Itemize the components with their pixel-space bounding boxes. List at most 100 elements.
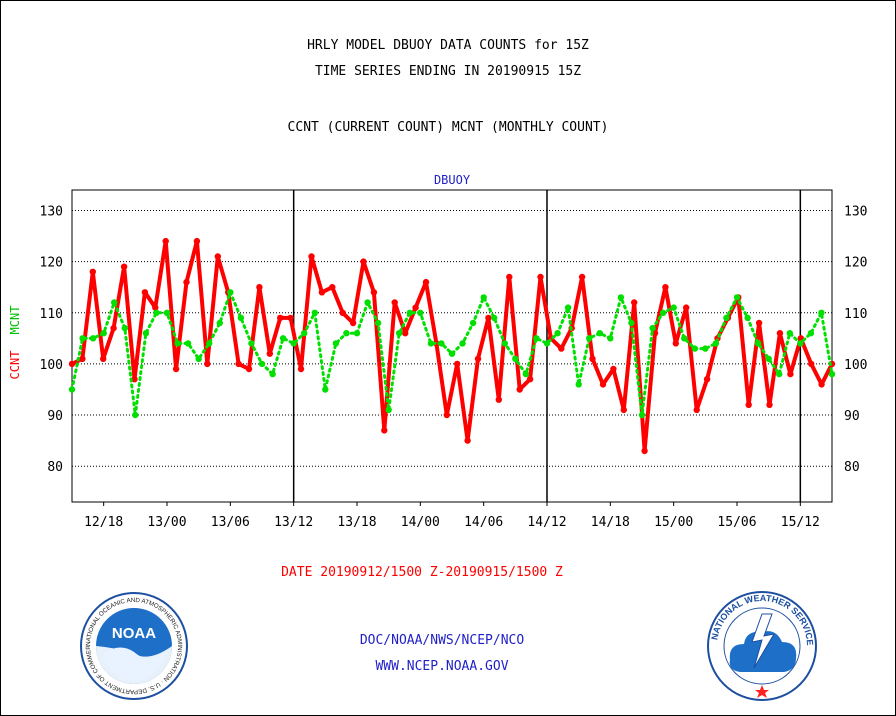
x-tick-label: 14/00: [401, 515, 440, 530]
data-point-ccnt-49: [578, 273, 586, 281]
data-point-ccnt-17: [245, 365, 253, 373]
data-point-ccnt-8: [152, 304, 159, 311]
axis-layer: 80 80 90 90 100 100 110 110 120 120 130 130 12/18 13/…: [40, 189, 867, 530]
data-point-mcnt-11: [184, 340, 192, 347]
data-point-mcnt-25: [332, 340, 340, 347]
data-point-mcnt-1: [79, 335, 86, 342]
data-point-ccnt-34: [422, 278, 430, 286]
data-point-mcnt-2: [89, 335, 97, 342]
data-point-ccnt-31: [391, 299, 398, 306]
data-point-ccnt-68: [776, 330, 784, 337]
data-point-mcnt-27: [353, 330, 361, 337]
credit-org: DOC/NOAA/NWS/NCEP/NCO: [359, 633, 525, 648]
data-point-ccnt-29: [370, 289, 378, 296]
data-point-ccnt-10: [172, 365, 180, 373]
data-point-ccnt-2: [89, 268, 97, 275]
data-point-mcnt-30: [385, 406, 392, 414]
data-point-ccnt-43: [516, 386, 523, 393]
data-point-ccnt-56: [651, 330, 659, 337]
data-point-mcnt-39: [480, 294, 487, 301]
data-point-mcnt-51: [607, 335, 614, 342]
data-point-ccnt-11: [183, 278, 190, 286]
data-point-mcnt-31: [396, 330, 403, 337]
data-point-ccnt-28: [360, 258, 367, 265]
data-point-mcnt-52: [617, 294, 625, 301]
data-point-ccnt-47: [558, 345, 565, 352]
data-point-mcnt-18: [258, 360, 266, 368]
data-point-mcnt-6: [132, 411, 139, 419]
data-point-ccnt-0: [68, 360, 76, 368]
data-point-mcnt-16: [237, 314, 245, 322]
data-point-mcnt-33: [417, 309, 424, 316]
y-tick-label-right: 80: [844, 460, 860, 475]
grid-layer: [72, 190, 832, 502]
y-tick-label-left: 120: [40, 256, 63, 271]
data-point-ccnt-53: [620, 406, 627, 414]
data-point-ccnt-1: [79, 355, 86, 362]
data-point-mcnt-8: [153, 309, 160, 316]
x-tick-label: 13/18: [337, 515, 376, 530]
data-point-mcnt-21: [290, 340, 297, 347]
data-point-mcnt-63: [733, 294, 741, 301]
data-point-mcnt-71: [818, 309, 825, 316]
data-point-ccnt-60: [693, 406, 700, 414]
data-point-ccnt-67: [766, 401, 773, 408]
x-tick-label: 13/06: [211, 515, 250, 530]
noaa-logo: NOAA NATIONAL OCEANIC AND ATMOSPHERIC AD…: [80, 592, 188, 700]
data-point-ccnt-13: [204, 360, 211, 368]
data-point-mcnt-46: [554, 330, 561, 337]
data-point-mcnt-13: [206, 340, 213, 347]
data-point-ccnt-19: [266, 350, 273, 357]
x-tick-label: 14/18: [591, 515, 630, 530]
data-point-mcnt-7: [142, 330, 150, 337]
data-point-ccnt-20: [277, 314, 284, 322]
data-point-mcnt-43: [522, 370, 530, 378]
data-point-ccnt-26: [339, 309, 346, 316]
data-point-ccnt-6: [131, 376, 138, 383]
data-point-ccnt-33: [412, 304, 419, 311]
x-tick-label: 13/12: [274, 515, 313, 530]
data-point-ccnt-27: [349, 319, 357, 327]
data-point-mcnt-47: [564, 304, 572, 311]
y-axis-label-right: MCNT: [8, 306, 22, 335]
series-layer: [68, 237, 836, 455]
data-point-ccnt-61: [703, 376, 711, 383]
data-point-ccnt-58: [672, 340, 679, 347]
data-point-mcnt-10: [174, 340, 181, 347]
x-tick-label: 15/06: [717, 515, 756, 530]
data-point-mcnt-62: [723, 314, 730, 322]
data-point-mcnt-3: [100, 330, 107, 337]
data-point-mcnt-15: [227, 289, 234, 296]
data-point-mcnt-28: [364, 299, 371, 306]
data-point-mcnt-32: [406, 309, 413, 316]
data-point-mcnt-35: [438, 340, 445, 347]
data-point-mcnt-56: [659, 309, 667, 316]
credit-website: WWW.NCEP.NOAA.GOV: [375, 659, 509, 674]
data-point-mcnt-61: [712, 340, 720, 347]
data-point-ccnt-23: [308, 253, 315, 260]
data-point-mcnt-57: [670, 304, 677, 311]
data-point-mcnt-34: [427, 340, 435, 347]
x-tick-label: 15/00: [654, 515, 693, 530]
data-point-ccnt-39: [474, 355, 482, 362]
data-point-mcnt-64: [744, 314, 751, 322]
y-tick-label-right: 90: [844, 409, 860, 424]
data-point-mcnt-48: [575, 381, 582, 388]
data-point-mcnt-38: [469, 319, 477, 327]
data-point-ccnt-66: [755, 319, 763, 327]
data-point-ccnt-45: [537, 273, 544, 281]
data-point-ccnt-50: [589, 355, 596, 362]
data-point-ccnt-3: [100, 355, 107, 362]
data-point-ccnt-44: [526, 376, 534, 383]
data-point-mcnt-17: [248, 340, 255, 347]
data-point-ccnt-57: [662, 284, 669, 291]
data-point-mcnt-5: [121, 324, 128, 332]
noaa-logo-text: NOAA: [112, 625, 156, 642]
data-point-mcnt-24: [322, 386, 329, 393]
data-point-mcnt-59: [691, 345, 698, 352]
chart-title-line2: TIME SERIES ENDING IN 20190915 15Z: [314, 64, 582, 79]
data-point-mcnt-68: [786, 330, 793, 337]
data-point-mcnt-60: [702, 345, 709, 352]
data-point-mcnt-53: [628, 319, 635, 327]
data-point-ccnt-21: [287, 314, 294, 322]
